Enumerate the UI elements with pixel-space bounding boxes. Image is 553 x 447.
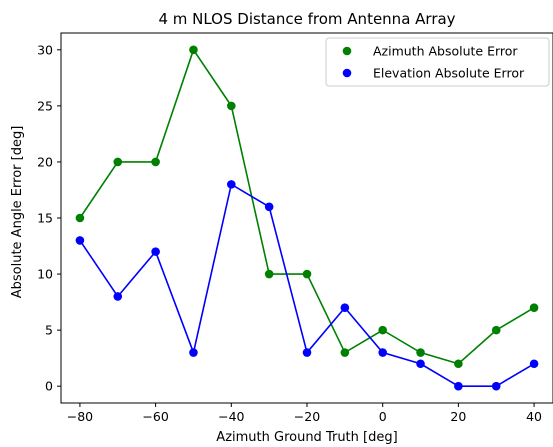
x-axis: −80 −60 −40 −20 0 20 40 xyxy=(67,403,542,424)
data-point-elevation xyxy=(340,303,350,312)
chart-title: 4 m NLOS Distance from Antenna Array xyxy=(158,10,455,28)
data-point-azimuth xyxy=(75,213,85,223)
data-point-elevation xyxy=(454,381,463,391)
legend-marker-elevation xyxy=(342,68,352,78)
plot-area xyxy=(75,45,539,391)
data-point-azimuth xyxy=(151,157,160,167)
data-point-azimuth xyxy=(454,359,463,369)
data-point-elevation xyxy=(151,247,160,256)
data-point-azimuth xyxy=(113,157,123,167)
y-axis-label: Absolute Angle Error [deg] xyxy=(10,126,25,299)
data-point-elevation xyxy=(378,348,387,357)
data-point-elevation xyxy=(264,202,274,212)
legend-marker-azimuth xyxy=(342,46,352,56)
x-axis-label: Azimuth Ground Truth [deg] xyxy=(216,430,397,445)
data-point-elevation xyxy=(416,359,425,369)
x-tick-label: −20 xyxy=(294,409,320,424)
x-tick-label: 20 xyxy=(450,409,466,424)
y-tick-label: 15 xyxy=(37,211,53,226)
data-point-elevation xyxy=(75,236,85,245)
data-point-azimuth xyxy=(189,45,198,55)
legend-label-elevation: Elevation Absolute Error xyxy=(373,66,525,81)
data-point-azimuth xyxy=(378,325,387,335)
data-point-elevation xyxy=(529,359,539,369)
y-tick-label: 30 xyxy=(37,42,53,57)
y-tick-label: 25 xyxy=(37,98,53,113)
x-tick-label: 40 xyxy=(526,409,542,424)
data-point-elevation xyxy=(227,180,236,189)
data-point-elevation xyxy=(302,348,312,357)
data-point-elevation xyxy=(491,381,501,391)
data-point-azimuth xyxy=(340,348,350,357)
data-point-azimuth xyxy=(264,269,274,279)
data-point-azimuth xyxy=(529,303,539,312)
legend-label-azimuth: Azimuth Absolute Error xyxy=(373,44,518,59)
y-tick-label: 10 xyxy=(37,267,53,282)
data-point-elevation xyxy=(113,292,123,301)
data-point-azimuth xyxy=(302,269,312,279)
legend-box xyxy=(325,37,550,87)
legend: Azimuth Absolute Error Elevation Absolute… xyxy=(325,37,550,87)
y-tick-label: 5 xyxy=(45,323,53,338)
y-tick-label: 20 xyxy=(37,154,53,169)
data-point-azimuth xyxy=(227,101,236,111)
y-tick-label: 0 xyxy=(45,379,53,394)
data-point-azimuth xyxy=(491,325,501,335)
data-point-elevation xyxy=(189,348,198,357)
x-tick-label: −40 xyxy=(218,409,244,424)
data-point-azimuth xyxy=(416,348,425,357)
y-axis: 0 5 10 15 20 25 30 xyxy=(37,42,61,394)
x-tick-label: −80 xyxy=(67,409,93,424)
x-tick-label: 0 xyxy=(379,409,387,424)
x-tick-label: −60 xyxy=(142,409,168,424)
